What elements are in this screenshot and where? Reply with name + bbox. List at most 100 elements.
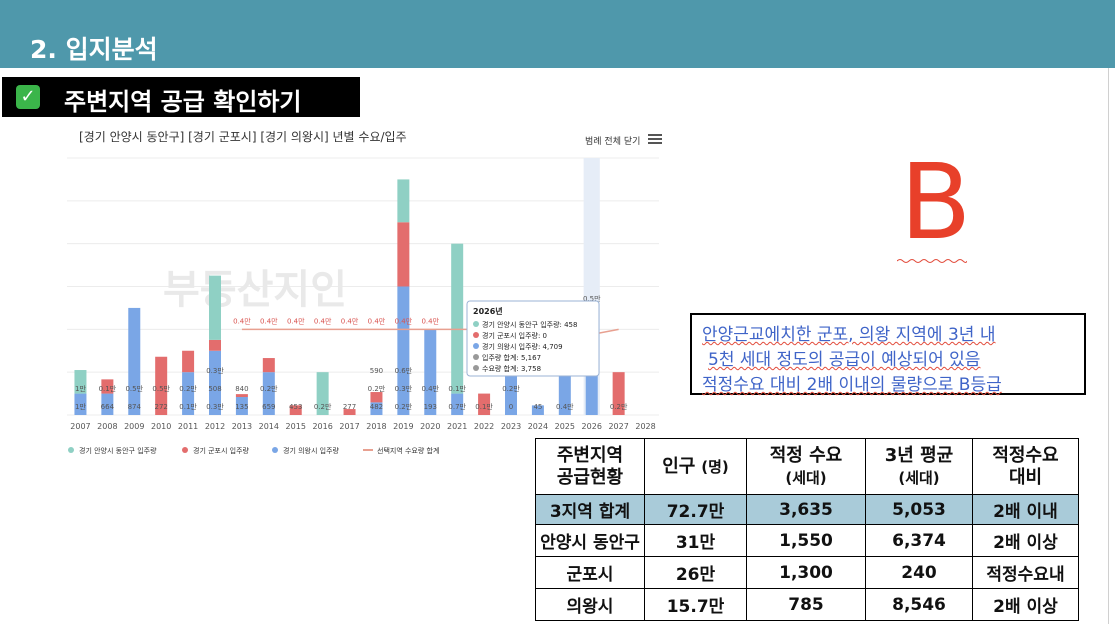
header-text: 대비	[1008, 466, 1043, 488]
demand-label: 0.4만	[341, 316, 359, 325]
data-label: 0.1만	[448, 384, 466, 393]
x-tick-label: 2019	[393, 422, 413, 431]
legend-label[interactable]: 경기 군포시 입주량	[193, 446, 250, 455]
cell-population: 15.7만	[644, 588, 747, 621]
chart-bar	[101, 379, 114, 394]
header-text: 적정수요	[992, 444, 1059, 466]
header-text: 3년 평균	[884, 445, 954, 466]
data-label: 840	[235, 385, 248, 393]
slide-title: 2. 입지분석	[30, 35, 158, 64]
data-label: 0.1만	[475, 402, 493, 411]
x-tick-label: 2010	[151, 422, 171, 431]
data-label: 0.2만	[314, 402, 332, 411]
cell-avg3: 8,546	[865, 588, 973, 621]
chart-bar	[262, 358, 275, 373]
x-tick-label: 2012	[205, 422, 225, 431]
data-label: 272	[154, 403, 167, 411]
cell-demand: 3,635	[746, 494, 866, 525]
chart-bar	[182, 350, 195, 373]
x-tick-label: 2028	[635, 422, 655, 431]
x-tick-label: 2018	[366, 422, 386, 431]
x-tick-label: 2016	[312, 422, 332, 431]
data-label: 0.2만	[260, 384, 278, 393]
data-label: 590	[370, 367, 383, 375]
chart-title: [경기 안양시 동안구] [경기 군포시] [경기 의왕시] 년별 수요/입주	[79, 130, 407, 144]
legend-label[interactable]: 선택지역 수요량 합계	[377, 446, 439, 455]
chart-bar	[155, 356, 168, 415]
chart-bar	[101, 393, 114, 415]
legend-marker[interactable]	[68, 447, 74, 453]
x-tick-label: 2020	[420, 422, 440, 431]
chart-bar	[235, 397, 248, 415]
data-label: 0.7만	[448, 402, 466, 411]
x-tick-label: 2015	[286, 422, 306, 431]
cell-region: 3지역 합계	[535, 494, 645, 525]
x-tick-label: 2026	[582, 422, 602, 431]
data-label: 45	[533, 403, 542, 411]
cell-ratio: 2배 이내	[972, 494, 1079, 525]
chart-bar	[370, 402, 383, 415]
cell-demand: 1,550	[746, 524, 866, 557]
demand-label: 0.4만	[395, 316, 413, 325]
legend-label[interactable]: 경기 의왕시 입주량	[283, 446, 340, 455]
data-label: 664	[101, 403, 115, 411]
demand-label: 0.4만	[314, 316, 332, 325]
x-tick-label: 2017	[339, 422, 359, 431]
header-text: (세대)	[898, 469, 940, 487]
data-label: 0.5만	[152, 384, 170, 393]
legend-label[interactable]: 경기 안양시 동안구 입주량	[79, 446, 157, 455]
data-label: 0.1만	[99, 384, 117, 393]
cell-ratio: 2배 이상	[972, 524, 1079, 557]
table-header-row: 주변지역 공급현황 인구 (명) 적정 수요 (세대) 3년 평균 (세대) 적…	[535, 438, 1079, 495]
chart-bar	[209, 339, 221, 351]
tooltip-row: 경기 군포시 입주량: 0	[482, 331, 547, 340]
table-row: 안양시 동안구 31만 1,550 6,374 2배 이상	[535, 524, 1079, 557]
supply-chart: [경기 안양시 동안구] [경기 군포시] [경기 의왕시] 년별 수요/입주 …	[63, 118, 671, 463]
chart-bar	[316, 372, 329, 415]
cell-demand: 1,300	[746, 556, 866, 589]
x-tick-label: 2007	[70, 422, 90, 431]
data-label: 0.1만	[179, 402, 197, 411]
chart-bar	[235, 394, 248, 398]
demand-label: 0.4만	[368, 316, 386, 325]
chart-bar	[478, 393, 491, 415]
header-ratio: 적정수요 대비	[972, 438, 1079, 495]
header-text: (세대)	[785, 469, 827, 487]
chart-bar	[451, 243, 464, 394]
chart-bar	[262, 372, 275, 415]
chart-bar	[451, 393, 464, 415]
legend-marker[interactable]	[272, 447, 278, 453]
note-line: 5천 세대 정도의 공급이 예상되어 있음	[708, 350, 981, 370]
chart-bar	[397, 222, 410, 287]
x-tick-label: 2024	[528, 422, 548, 431]
data-label: 0.2만	[502, 384, 520, 393]
demand-label: 0.4만	[421, 316, 439, 325]
header-text: 인구	[662, 455, 696, 477]
table-row: 3지역 합계 72.7만 3,635 5,053 2배 이내	[535, 494, 1079, 525]
header-demand: 적정 수요 (세대)	[746, 438, 866, 495]
x-tick-label: 2023	[501, 422, 521, 431]
chart-bar	[505, 372, 517, 415]
data-label: 0.2만	[368, 384, 386, 393]
chart-bar	[182, 372, 195, 415]
data-label: 135	[235, 403, 248, 411]
x-tick-label: 2014	[259, 422, 279, 431]
data-label: 0.2만	[179, 384, 197, 393]
section-banner: ✓ 주변지역 공급 확인하기	[2, 77, 360, 117]
legend-marker[interactable]	[182, 447, 188, 453]
x-tick-label: 2027	[608, 422, 628, 431]
chart-bar	[424, 329, 437, 415]
chart-bar	[531, 405, 544, 415]
chart-bar	[370, 392, 383, 403]
data-label: 0.4만	[421, 384, 439, 393]
x-tick-label: 2013	[232, 422, 252, 431]
legend-toggle-button[interactable]: 범례 전체 닫기	[585, 137, 641, 147]
header-avg3: 3년 평균 (세대)	[865, 438, 973, 495]
x-tick-label: 2025	[555, 422, 575, 431]
data-label: 1만	[75, 384, 86, 393]
menu-icon[interactable]	[648, 133, 662, 145]
cell-ratio: 적정수요내	[972, 556, 1079, 589]
note-line: 적정수요 대비 2배 이내의 물량으로 B등급	[702, 375, 1002, 395]
data-label: 1만	[75, 402, 86, 411]
header-text: 공급현황	[556, 466, 624, 488]
